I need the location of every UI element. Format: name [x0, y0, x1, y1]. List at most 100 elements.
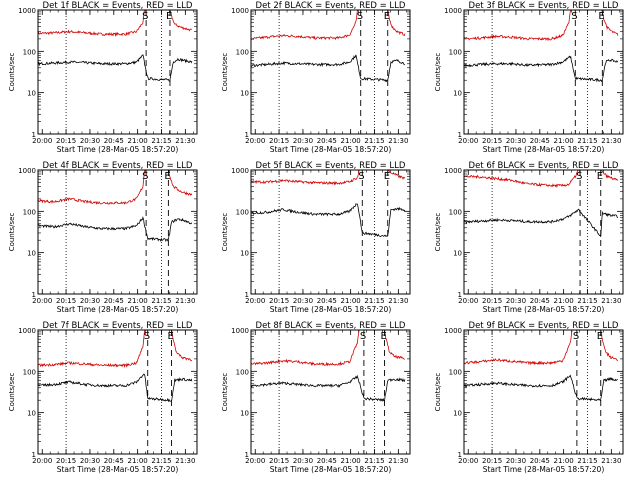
x-tick-label: 20:15: [269, 297, 289, 305]
panel-title: Det 8f BLACK = Events, RED = LLD: [256, 321, 406, 331]
y-tick-label: 1000: [444, 327, 462, 335]
plot-frame: [250, 329, 411, 455]
events-series-line: [464, 208, 618, 237]
y-axis-label: Counts/sec: [434, 373, 442, 412]
x-tick-label: 21:30: [601, 137, 621, 145]
x-tick-label: 21:30: [388, 137, 408, 145]
x-axis-label: Start Time (28-Mar-05 18:57:20): [483, 145, 605, 154]
lld-series-line: [251, 10, 406, 41]
y-tick-label: 100: [449, 208, 462, 216]
events-series-line: [251, 203, 406, 238]
x-tick-label: 20:00: [458, 137, 478, 145]
y-tick-label: 1: [32, 131, 36, 139]
x-tick-label: 20:15: [269, 137, 289, 145]
series-group: [38, 10, 193, 82]
x-tick-label: 21:15: [577, 137, 597, 145]
x-tick-label: 20:30: [506, 137, 526, 145]
x-tick-label: 21:00: [128, 137, 148, 145]
y-tick-label: 1: [245, 291, 249, 299]
y-tick-label: 1000: [18, 167, 36, 175]
x-tick-label: 21:15: [151, 137, 171, 145]
x-tick-label: 21:00: [554, 297, 574, 305]
events-series-line: [38, 54, 193, 82]
plot-frame: [250, 169, 411, 295]
marker-label: S: [142, 171, 148, 182]
lld-series-line: [251, 330, 406, 367]
x-tick-label: 20:45: [317, 137, 337, 145]
marker-label: E: [597, 331, 603, 342]
x-tick-label: 20:45: [530, 457, 550, 465]
y-tick-label: 100: [449, 368, 462, 376]
series-group: [251, 10, 406, 83]
x-tick-label: 21:00: [554, 137, 574, 145]
y-tick-label: 10: [27, 90, 36, 98]
x-tick-label: 20:30: [293, 297, 313, 305]
marker-label: E: [597, 171, 603, 182]
x-tick-label: 21:30: [175, 297, 195, 305]
plot-frame: [250, 9, 411, 135]
panel-title: Det 7f BLACK = Events, RED = LLD: [43, 321, 193, 331]
x-tick-label: 20:45: [104, 137, 124, 145]
marker-label: E: [384, 11, 390, 22]
x-tick-label: 20:15: [482, 457, 502, 465]
plot-frame: [37, 329, 198, 455]
y-tick-label: 1000: [444, 167, 462, 175]
plot-frame: [463, 169, 624, 295]
x-tick-label: 21:15: [577, 457, 597, 465]
y-tick-label: 10: [240, 90, 249, 98]
y-tick-label: 10: [27, 410, 36, 418]
x-tick-label: 20:45: [104, 457, 124, 465]
events-series-line: [464, 374, 618, 402]
marker-label: E: [598, 11, 604, 22]
lld-series-line: [251, 170, 406, 186]
y-tick-label: 1: [245, 131, 249, 139]
y-tick-label: 1: [245, 451, 249, 459]
x-tick-label: 21:30: [601, 297, 621, 305]
y-tick-label: 10: [453, 410, 462, 418]
y-tick-label: 1: [32, 291, 36, 299]
x-tick-label: 20:30: [506, 457, 526, 465]
marker-label: S: [144, 331, 150, 342]
x-axis-label: Start Time (28-Mar-05 18:57:20): [270, 465, 392, 474]
series-group: [464, 10, 619, 83]
x-tick-label: 21:15: [364, 457, 384, 465]
y-axis-label: Counts/sec: [221, 213, 229, 252]
x-tick-label: 21:15: [364, 297, 384, 305]
x-tick-label: 20:15: [56, 457, 76, 465]
lld-series-line: [38, 170, 193, 205]
y-tick-label: 100: [449, 48, 462, 56]
marker-label: E: [166, 11, 172, 22]
marker-label: S: [571, 11, 577, 22]
marker-label: S: [573, 331, 579, 342]
y-axis-label: Counts/sec: [8, 373, 16, 412]
x-tick-label: 20:45: [530, 297, 550, 305]
x-tick-label: 20:00: [32, 457, 52, 465]
x-tick-label: 21:00: [341, 457, 361, 465]
x-tick-label: 20:00: [458, 297, 478, 305]
x-tick-label: 21:30: [175, 137, 195, 145]
x-tick-label: 20:00: [32, 137, 52, 145]
panel-title: Det 9f BLACK = Events, RED = LLD: [469, 321, 619, 331]
panel-title: Det 5f BLACK = Events, RED = LLD: [256, 161, 406, 171]
marker-label: E: [381, 331, 387, 342]
series-group: [38, 330, 193, 403]
x-tick-label: 21:30: [601, 457, 621, 465]
x-axis-label: Start Time (28-Mar-05 18:57:20): [483, 305, 605, 314]
x-tick-label: 21:15: [577, 297, 597, 305]
x-axis-label: Start Time (28-Mar-05 18:57:20): [270, 145, 392, 154]
y-tick-label: 10: [240, 410, 249, 418]
y-tick-label: 1000: [231, 7, 249, 15]
marker-label: E: [168, 331, 174, 342]
y-tick-label: 1: [458, 131, 462, 139]
y-axis-label: Counts/sec: [434, 53, 442, 92]
plot-frame: [463, 9, 624, 135]
x-tick-label: 20:30: [80, 137, 100, 145]
x-tick-label: 20:45: [530, 137, 550, 145]
